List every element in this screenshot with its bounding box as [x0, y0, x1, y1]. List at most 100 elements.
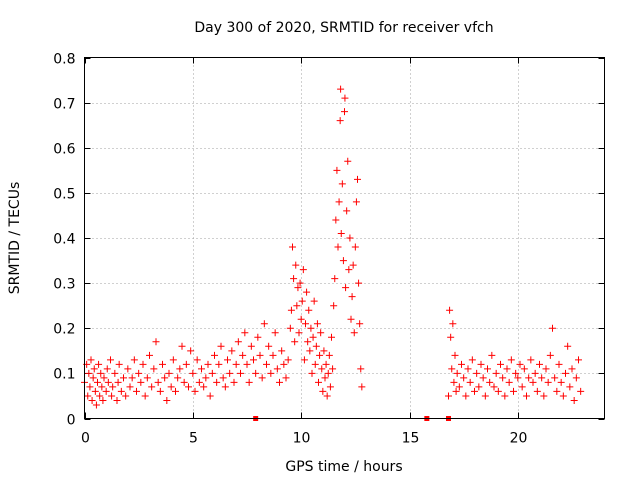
y-tick-label: 0.5 [53, 187, 75, 203]
data-point [193, 356, 201, 364]
data-point [154, 378, 162, 386]
data-point [344, 157, 352, 165]
data-point [115, 360, 123, 368]
data-point [109, 383, 117, 391]
data-point [232, 360, 240, 368]
data-point [195, 378, 203, 386]
data-point [297, 315, 305, 323]
data-point [453, 369, 461, 377]
data-point [102, 387, 110, 395]
data-point [286, 324, 294, 332]
data-point [566, 383, 574, 391]
data-point [323, 392, 331, 400]
data-point [278, 347, 286, 355]
data-point [276, 378, 283, 386]
data-point [320, 347, 328, 355]
data-point [447, 333, 455, 341]
data-point [148, 383, 156, 391]
data-point [163, 396, 171, 404]
data-point [224, 356, 231, 364]
data-point [271, 329, 279, 337]
data-point [84, 392, 92, 400]
data-point [568, 365, 576, 373]
x-axis-label: GPS time / hours [285, 459, 402, 475]
x-tick-label: 5 [189, 431, 198, 447]
data-point [289, 243, 296, 251]
data-point [497, 360, 504, 368]
data-point [544, 378, 552, 386]
data-point [336, 117, 344, 125]
data-point [572, 374, 580, 382]
data-point [546, 351, 554, 359]
data-point [213, 378, 221, 386]
data-point [298, 297, 306, 305]
y-tick-label: 0.7 [53, 97, 75, 113]
data-point [139, 360, 147, 368]
y-tick-label: 0.4 [53, 232, 75, 248]
data-point [96, 392, 104, 400]
data-point [208, 369, 216, 377]
data-point [570, 396, 578, 404]
data-point [306, 347, 314, 355]
data-point [326, 383, 334, 391]
plot-frame [84, 57, 605, 419]
data-points [81, 85, 585, 409]
data-point [319, 387, 327, 395]
data-point [292, 261, 300, 269]
data-point [333, 166, 341, 174]
data-point [518, 383, 526, 391]
data-point [167, 383, 175, 391]
data-point [523, 392, 530, 400]
data-point [356, 320, 364, 328]
data-point [494, 387, 502, 395]
data-point [355, 279, 363, 287]
data-point [191, 387, 199, 395]
data-point [88, 396, 96, 404]
data-point [143, 374, 151, 382]
data-point [86, 383, 94, 391]
data-point [230, 378, 238, 386]
data-point [182, 360, 190, 368]
data-point [337, 85, 345, 93]
data-point [451, 351, 459, 359]
data-point [492, 369, 500, 377]
data-point [267, 369, 275, 377]
data-point [321, 374, 329, 382]
data-point [341, 94, 349, 102]
data-point [300, 356, 308, 364]
data-point [445, 392, 452, 400]
data-point [318, 365, 326, 373]
data-point [349, 261, 357, 269]
data-point [448, 365, 456, 373]
data-point [529, 378, 537, 386]
data-point [114, 378, 122, 386]
data-point [258, 374, 266, 382]
data-point [91, 387, 99, 395]
data-point [245, 378, 253, 386]
data-point [87, 356, 95, 364]
data-point [215, 360, 223, 368]
data-point [293, 302, 301, 310]
data-point [291, 338, 299, 346]
data-point [316, 351, 324, 359]
data-point [460, 374, 468, 382]
data-point [219, 374, 227, 382]
data-point [488, 351, 496, 359]
data-point [354, 175, 361, 183]
data-point [111, 369, 119, 377]
data-point [296, 279, 304, 287]
data-point [280, 360, 288, 368]
data-point [108, 392, 116, 400]
data-point [156, 387, 164, 395]
data-point [332, 216, 340, 224]
data-point [107, 356, 114, 364]
data-point [269, 351, 277, 359]
data-point [350, 329, 358, 337]
data-point [126, 383, 134, 391]
data-point [185, 383, 192, 391]
data-point [95, 360, 103, 368]
data-point [312, 342, 320, 350]
data-point [200, 383, 208, 391]
data-point [553, 387, 561, 395]
